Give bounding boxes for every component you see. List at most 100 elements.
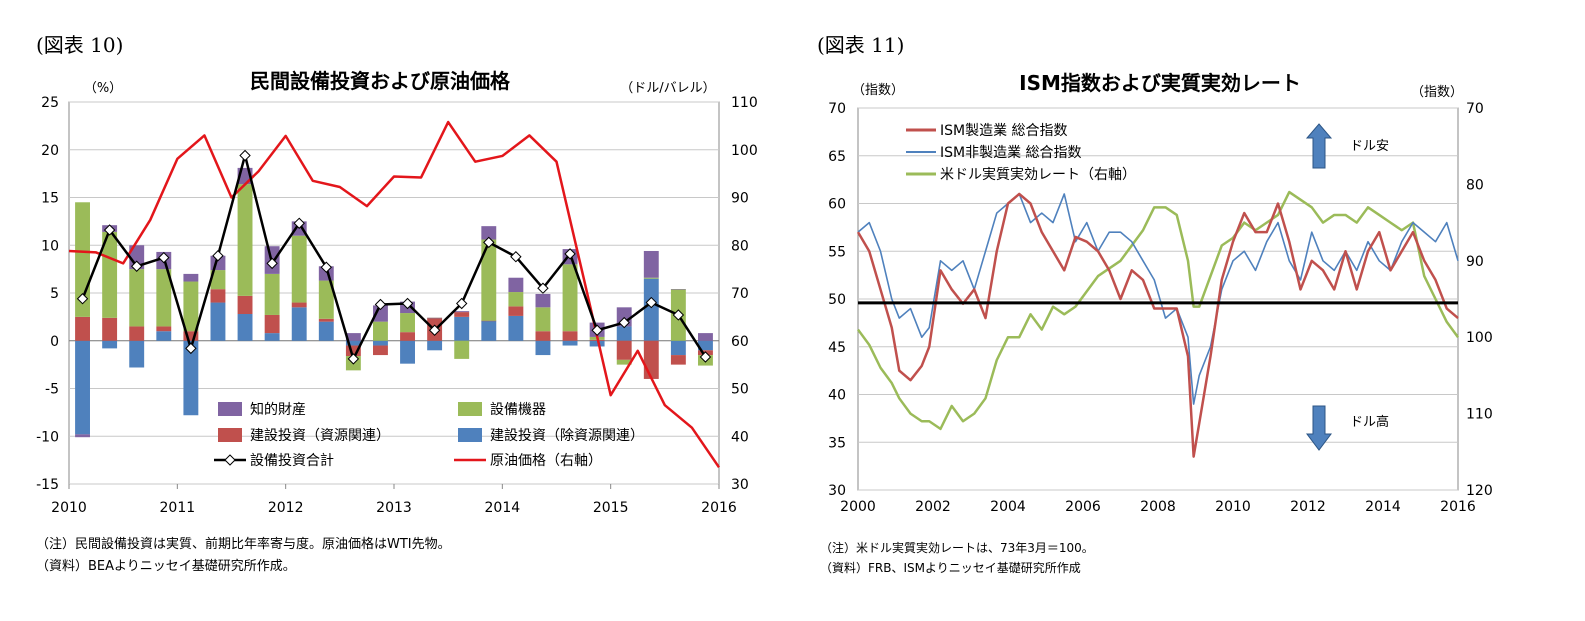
ism-nonmanufacturing-line	[857, 193, 1459, 405]
bar-struct-res	[183, 331, 199, 341]
bar-struct-res	[508, 306, 524, 316]
arrow-down	[1306, 405, 1332, 451]
legend-label-intellectual: 知的財産	[250, 401, 306, 418]
bar-struct-res	[156, 326, 172, 332]
legend-swatch-struct-res	[218, 428, 242, 442]
bar-struct-res	[535, 331, 551, 341]
y-tick-label: -5	[45, 382, 59, 398]
bar-equipment	[454, 340, 470, 359]
bar-equipment	[400, 313, 415, 333]
y2-tick-label: 70	[731, 286, 749, 302]
total-investment-point	[699, 351, 712, 363]
note-left-1: （注）民間設備投資は実質、前期比年率寄与度。原油価格はWTI先物。	[36, 536, 451, 552]
bar-struct-ex	[508, 315, 524, 341]
total-investment-point	[76, 293, 89, 305]
bar-struct-ex	[535, 340, 551, 356]
annotation-dollar-strong: ドル高	[1350, 414, 1389, 430]
bar-struct-res	[102, 317, 118, 341]
bar-struct-ex	[183, 340, 199, 416]
bar-equipment	[129, 269, 145, 327]
bar-equipment	[643, 277, 659, 279]
total-investment-point	[158, 251, 170, 264]
y-tick-label: 60	[828, 197, 846, 213]
y-tick-label: 10	[41, 238, 59, 254]
chart-ism-dollar: (図表 11) ISM指数および実質実効レート （指数） （指数） 70 65 60…	[817, 33, 1493, 575]
bar-struct-ex	[670, 340, 686, 356]
y2-tick-label: 80	[1466, 177, 1484, 193]
oil-price-line	[68, 120, 721, 468]
y2-tick-label: 100	[731, 143, 758, 159]
legend-marker-total	[224, 454, 236, 466]
x-tick-label: 2008	[1140, 499, 1176, 515]
bar-intellectual	[698, 333, 713, 341]
total-investment-point	[374, 298, 387, 311]
dollar-reer-line	[856, 190, 1460, 431]
bar-struct-ex	[318, 321, 334, 341]
legend-label-ism-nonmfg: ISM非製造業 総合指数	[940, 145, 1082, 161]
bar-intellectual	[454, 311, 470, 313]
arrow-up-icon	[1305, 123, 1333, 169]
legend-label-total: 設備投資合計	[250, 453, 334, 469]
x-tick-label: 2010	[51, 500, 87, 516]
right-axis-unit: （指数）	[1411, 85, 1463, 100]
bar-equipment	[264, 273, 280, 315]
y-tick-label: 15	[41, 191, 59, 207]
y-tick-label: 45	[828, 340, 846, 356]
total-investment-point	[428, 324, 441, 336]
total-investment-point	[645, 296, 657, 309]
bar-struct-res	[318, 318, 334, 322]
y2-tick-label: 110	[1466, 407, 1493, 423]
legend-swatch-equipment	[458, 402, 482, 416]
total-investment-point	[347, 353, 360, 365]
bar-equipment	[291, 235, 307, 303]
left-axis-unit: （%）	[84, 81, 122, 96]
y-tick-label: 0	[50, 334, 59, 350]
legend-label-equipment: 設備機器	[490, 402, 546, 418]
bar-struct-res	[481, 320, 497, 322]
y-tick-label: 70	[828, 101, 846, 117]
x-tick-label: 2004	[990, 499, 1026, 515]
bar-struct-ex	[264, 333, 280, 341]
y2-tick-label: 60	[731, 334, 749, 350]
bar-intellectual	[481, 226, 497, 240]
figure-label-11: (図表 11)	[817, 33, 904, 57]
bar-struct-ex	[562, 340, 578, 346]
total-investment-point	[456, 297, 468, 310]
legend: 知的財産 設備機器 建設投資（資源関連） 建設投資（除資源関連） 設備投資合計 …	[214, 401, 644, 469]
chart-title: 民間設備投資および原油価格	[250, 69, 511, 93]
bar-struct-ex	[75, 340, 90, 435]
bar-struct-res	[264, 314, 280, 334]
chart-title: ISM指数および実質実効レート	[1019, 71, 1301, 95]
bar-struct-ex	[454, 316, 470, 341]
y-tick-label: 65	[828, 149, 846, 165]
bar-equipment	[373, 321, 388, 341]
bar-struct-ex	[589, 340, 605, 347]
annotation-dollar-weak: ドル安	[1350, 139, 1389, 154]
bar-equipment	[156, 269, 172, 327]
bar-struct-res	[345, 345, 361, 357]
bar-struct-ex	[698, 340, 713, 351]
bar-intellectual	[508, 277, 524, 293]
legend: ISM製造業 総合指数 ISM非製造業 総合指数 米ドル実質実効レート（右軸）	[906, 123, 1136, 183]
total-investment-point	[212, 250, 224, 262]
total-investment-point	[185, 342, 197, 355]
x-tick-label: 2014	[485, 500, 521, 516]
total-investment-point	[131, 260, 143, 272]
bar-struct-res	[237, 295, 253, 315]
y-tick-label: 20	[41, 143, 59, 159]
bar-struct-res	[562, 331, 578, 341]
arrow-up	[1305, 123, 1333, 169]
legend-swatch-intellectual	[218, 402, 242, 416]
y2-tick-label: 40	[731, 429, 749, 445]
y2-tick-label: 100	[1466, 330, 1493, 346]
bar-equipment	[616, 359, 632, 365]
total-investment-point	[266, 257, 278, 270]
y2-tick-label: 50	[731, 382, 749, 398]
bar-struct-res	[616, 340, 632, 360]
bar-struct-ex	[643, 278, 659, 341]
total-investment-point	[320, 261, 332, 273]
x-tick-label: 2016	[1440, 499, 1476, 515]
legend-label-struct-ex: 建設投資（除資源関連）	[490, 428, 644, 444]
bar-equipment	[210, 270, 226, 290]
total-investment-point	[618, 316, 630, 329]
